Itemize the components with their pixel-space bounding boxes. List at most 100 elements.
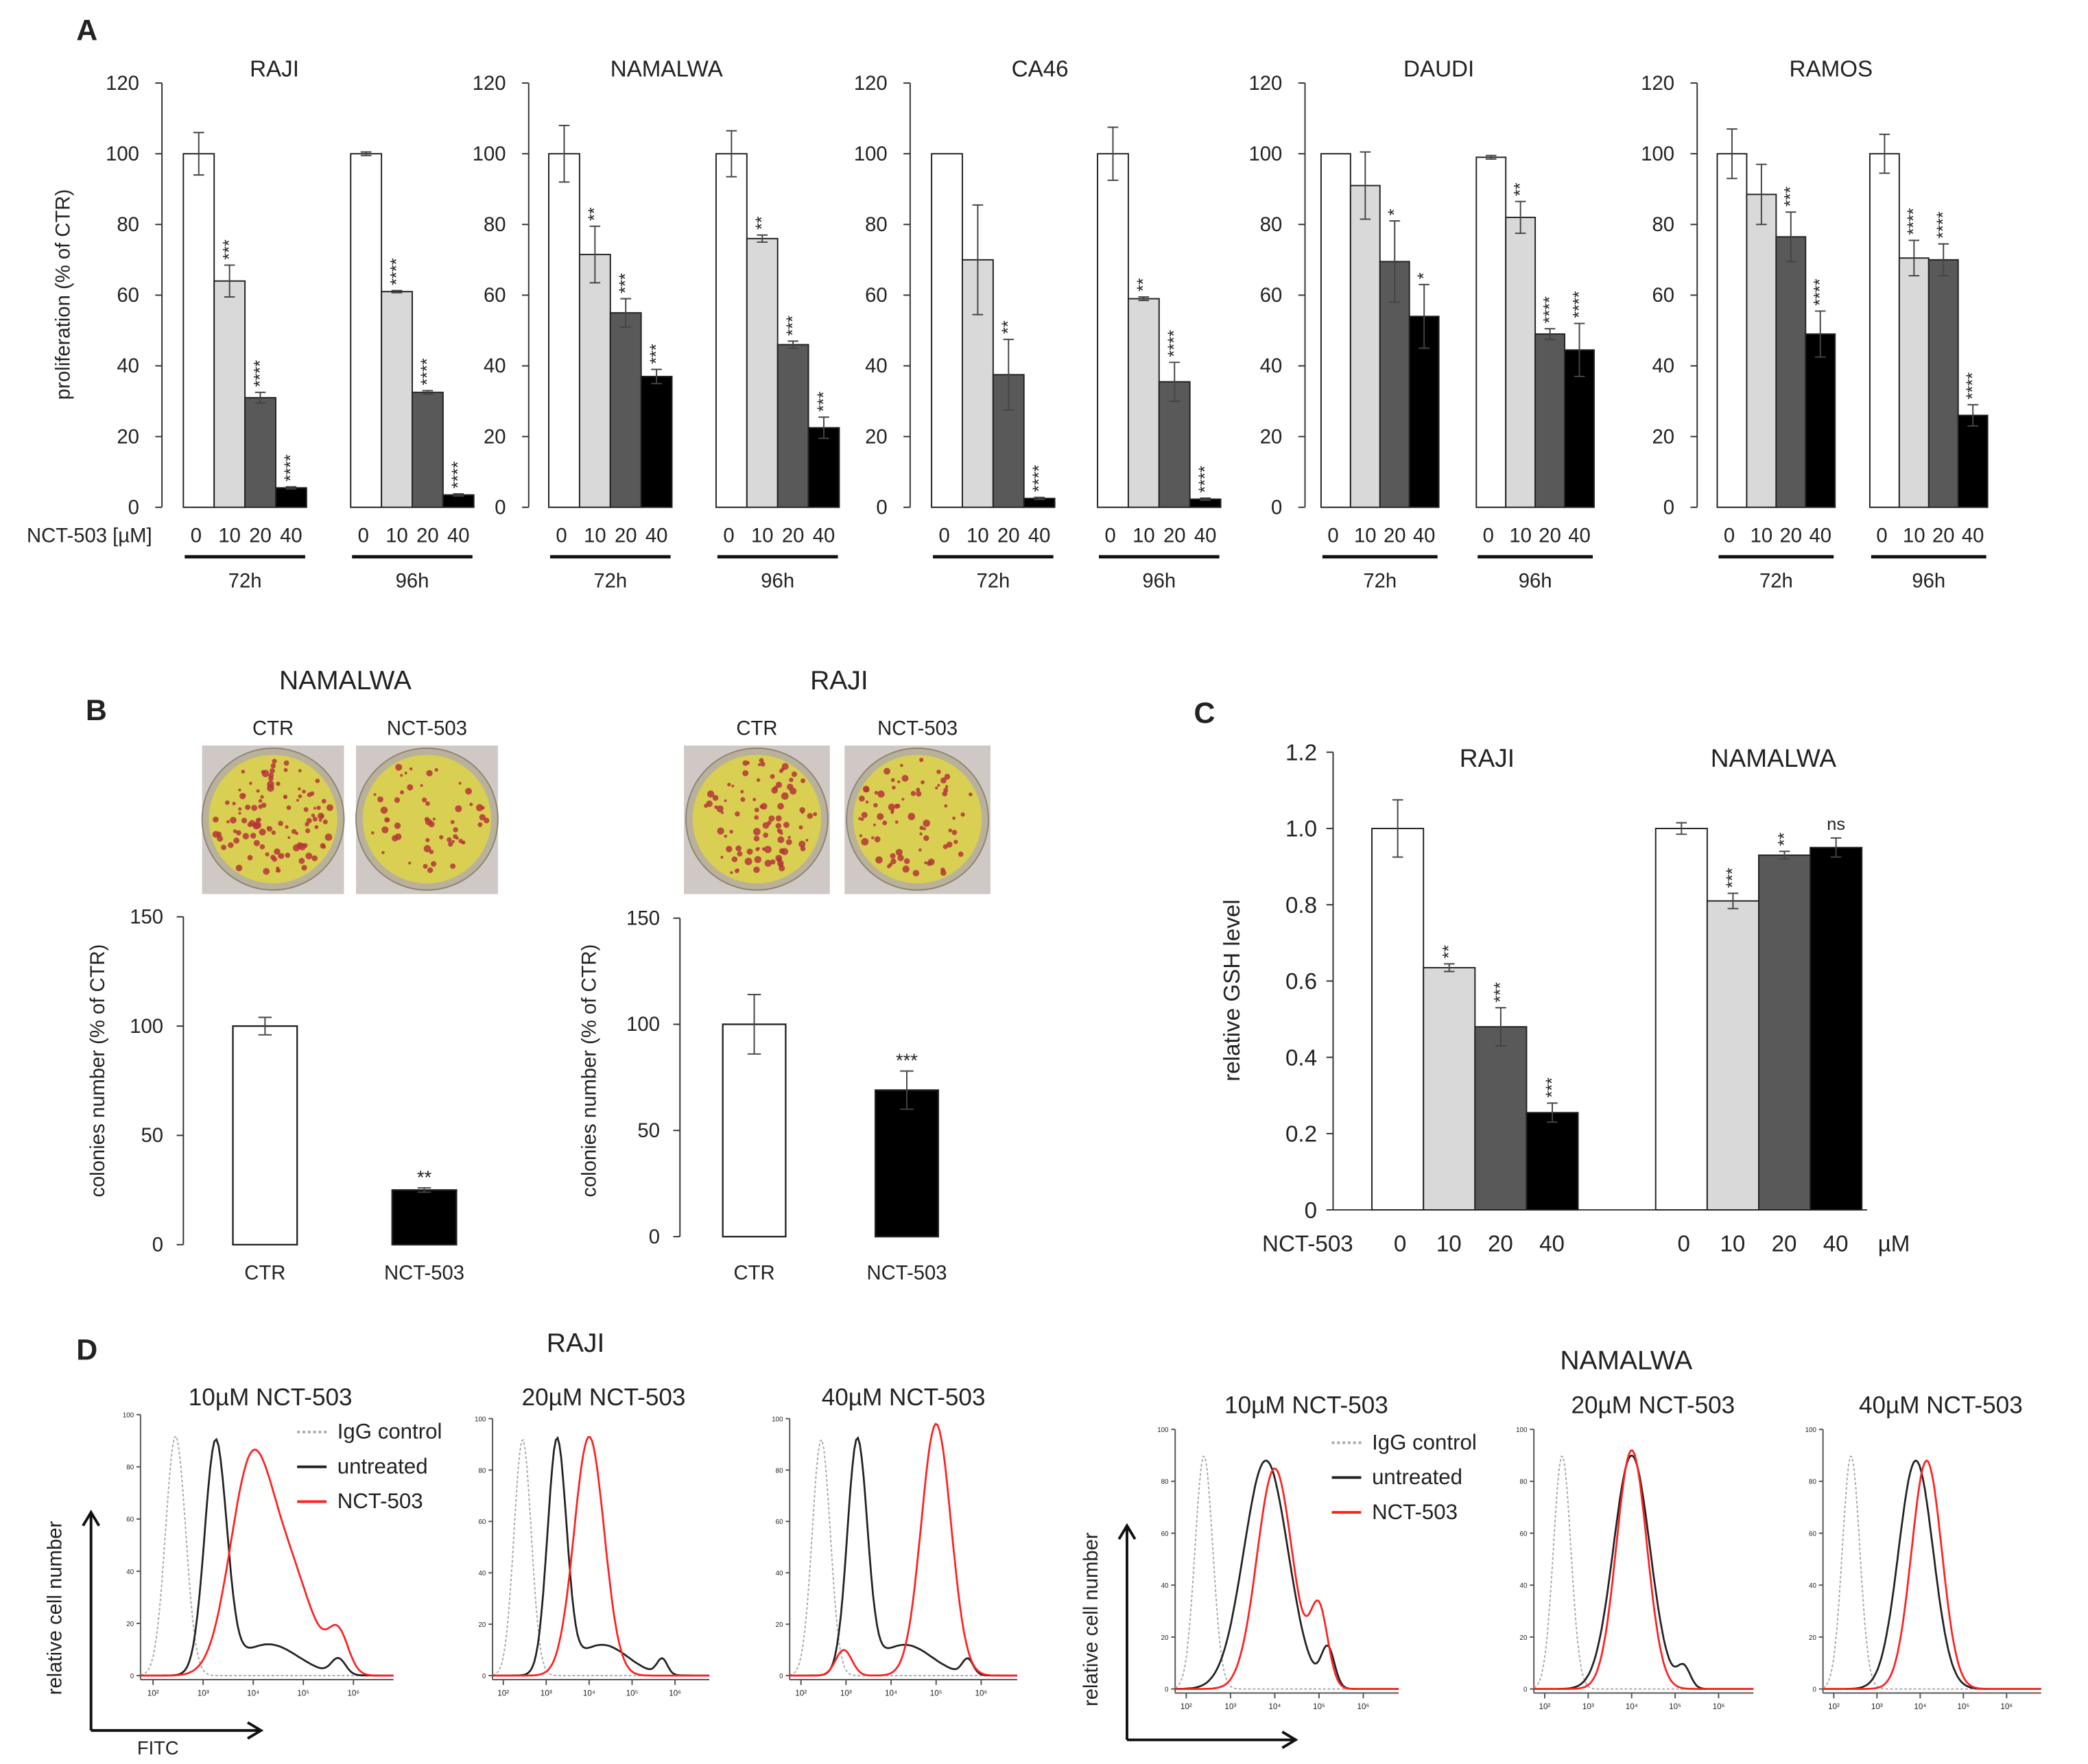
bar: [1810, 846, 1863, 1211]
x-tick-label: 10³: [1582, 1702, 1594, 1711]
significance-stars: ****: [281, 454, 300, 481]
bar: [1927, 259, 1959, 508]
colony-dot: [907, 813, 916, 820]
colony-dot: [249, 781, 252, 785]
dose-label: 0: [938, 525, 949, 547]
chart-title: RAJI: [250, 56, 299, 82]
colony-dot: [960, 812, 965, 817]
colony-dot: [726, 846, 733, 853]
bar: [931, 153, 963, 508]
chart-title: NAMALWA: [610, 56, 724, 82]
y-tick-label: 60: [1520, 1530, 1528, 1538]
significance-stars: **: [752, 216, 772, 230]
dose-label: 10: [966, 525, 989, 547]
colony-plate-photo: [684, 745, 830, 894]
dose-label: 10: [751, 525, 774, 547]
dose-label: 40: [1194, 525, 1217, 547]
colony-dot: [760, 761, 766, 767]
colony-dot: [894, 820, 899, 824]
colony-dot: [465, 787, 473, 795]
histogram-curve-nct: [1823, 1459, 2041, 1690]
colony-dot: [890, 811, 894, 814]
colony-dot: [894, 804, 899, 809]
bar: [232, 1025, 298, 1245]
colony-dot: [230, 816, 237, 824]
colony-dot: [799, 807, 805, 813]
significance-stars: **: [417, 1167, 432, 1188]
bar: [1474, 1026, 1528, 1211]
time-label: 96h: [761, 571, 794, 593]
colony-dot: [888, 803, 895, 811]
time-label: 96h: [396, 571, 429, 593]
x-tick-label: 10⁴: [885, 1689, 897, 1697]
colony-dot: [268, 772, 274, 778]
histogram-curve-untreated: [493, 1435, 710, 1677]
colony-dot: [755, 847, 759, 852]
y-tick-label: 60: [1809, 1530, 1816, 1538]
x-tick-label: 10²: [1181, 1702, 1192, 1711]
bar: [776, 344, 809, 508]
bar: [1097, 153, 1129, 508]
colony-dot: [302, 789, 306, 794]
colony-dot: [399, 790, 404, 795]
colony-dot: [377, 796, 383, 802]
x-tick-label: 10⁴: [1914, 1702, 1926, 1711]
colony-dot: [752, 798, 757, 802]
colony-dot: [919, 832, 923, 836]
x-tick-label: 10²: [1828, 1702, 1840, 1711]
colony-dot: [771, 787, 778, 794]
y-tick-label: 100: [1249, 143, 1283, 165]
colony-dot: [775, 823, 782, 829]
dose-label: 20: [1772, 1232, 1797, 1257]
bar: [1349, 184, 1381, 508]
photo-label: NCT-503: [387, 717, 467, 739]
significance-stars: ***: [814, 392, 833, 412]
colony-dot: [952, 816, 956, 820]
bar: [1805, 333, 1836, 508]
colony-dot: [232, 802, 236, 806]
x-tick-label: 10⁶: [1357, 1702, 1370, 1711]
colony-chart-namalwa: NAMALWA CTR NCT-503 0 50 100 150 CTR ** NCT-503 co…: [87, 666, 499, 1285]
significance-stars: ****: [250, 360, 270, 388]
colony-dot: [213, 816, 219, 823]
colony-dot: [255, 818, 261, 823]
y-tick-label: 20: [1652, 426, 1675, 448]
colony-dot: [731, 856, 738, 863]
time-label: 72h: [1759, 571, 1793, 593]
bar: [1475, 156, 1507, 508]
colony-dot: [260, 795, 264, 799]
colony-dot: [453, 827, 458, 833]
significance-stars: ***: [616, 273, 635, 294]
dose-label: 40: [1539, 1232, 1565, 1257]
y-tick-label: 100: [473, 143, 506, 165]
legend-label: NCT-503: [1372, 1500, 1458, 1524]
colony-dot: [877, 813, 884, 820]
significance-stars: ****: [1934, 211, 1953, 239]
significance-stars: **: [585, 207, 604, 221]
colony-dot: [426, 770, 433, 777]
colony-dot: [919, 826, 924, 831]
colony-dot: [859, 795, 865, 802]
arrow-head-icon: [1281, 1730, 1298, 1750]
colony-dot: [951, 829, 958, 835]
plate-medium: [209, 754, 337, 883]
colony-dot: [761, 847, 766, 851]
y-tick-label: 20: [1809, 1634, 1816, 1642]
bar: [715, 153, 748, 508]
dose-label: 40: [1809, 525, 1831, 547]
y-tick-label: 20: [1260, 426, 1283, 448]
colony-dot: [324, 833, 333, 841]
chart-title: RAJI: [810, 666, 868, 695]
colony-dot: [455, 805, 462, 813]
colony-dot: [757, 763, 761, 767]
colony-dot: [432, 818, 436, 821]
colony-dot: [724, 834, 728, 838]
colony-dot: [384, 817, 390, 823]
colony-dot: [263, 868, 270, 875]
y-tick-label: 20: [484, 426, 506, 448]
bar: [350, 153, 383, 508]
significance-stars: ***: [1491, 982, 1510, 1003]
colony-dot: [897, 855, 904, 861]
dose-label: 10: [385, 525, 408, 547]
